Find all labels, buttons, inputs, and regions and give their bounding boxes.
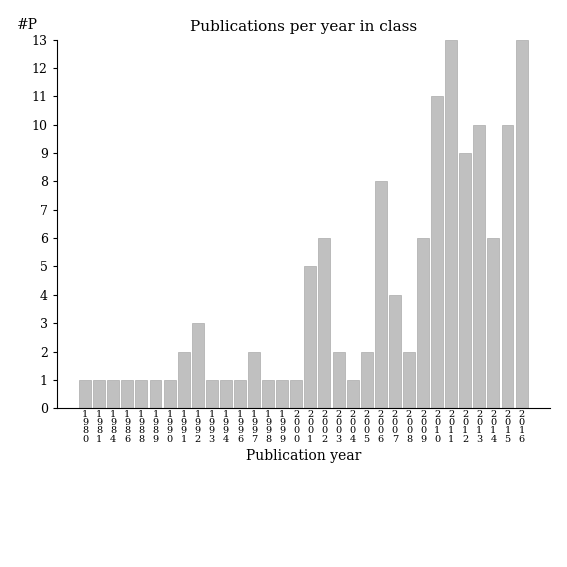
Bar bbox=[473, 125, 485, 408]
Y-axis label: #P: #P bbox=[16, 18, 37, 32]
Bar bbox=[431, 96, 443, 408]
Bar bbox=[107, 380, 119, 408]
X-axis label: Publication year: Publication year bbox=[246, 449, 361, 463]
Bar bbox=[121, 380, 133, 408]
Bar bbox=[93, 380, 105, 408]
Bar bbox=[192, 323, 204, 408]
Bar bbox=[234, 380, 246, 408]
Bar bbox=[515, 40, 527, 408]
Bar bbox=[136, 380, 147, 408]
Bar bbox=[346, 380, 358, 408]
Title: Publications per year in class: Publications per year in class bbox=[190, 20, 417, 35]
Bar bbox=[389, 295, 401, 408]
Bar bbox=[502, 125, 514, 408]
Bar bbox=[164, 380, 176, 408]
Bar bbox=[333, 352, 345, 408]
Bar bbox=[248, 352, 260, 408]
Bar bbox=[403, 352, 415, 408]
Bar bbox=[445, 40, 457, 408]
Bar bbox=[417, 238, 429, 408]
Bar bbox=[206, 380, 218, 408]
Bar bbox=[319, 238, 331, 408]
Bar bbox=[361, 352, 373, 408]
Bar bbox=[262, 380, 274, 408]
Bar bbox=[488, 238, 500, 408]
Bar bbox=[177, 352, 189, 408]
Bar bbox=[290, 380, 302, 408]
Bar bbox=[304, 266, 316, 408]
Bar bbox=[150, 380, 162, 408]
Bar bbox=[375, 181, 387, 408]
Bar bbox=[220, 380, 232, 408]
Bar bbox=[459, 153, 471, 408]
Bar bbox=[79, 380, 91, 408]
Bar bbox=[276, 380, 288, 408]
